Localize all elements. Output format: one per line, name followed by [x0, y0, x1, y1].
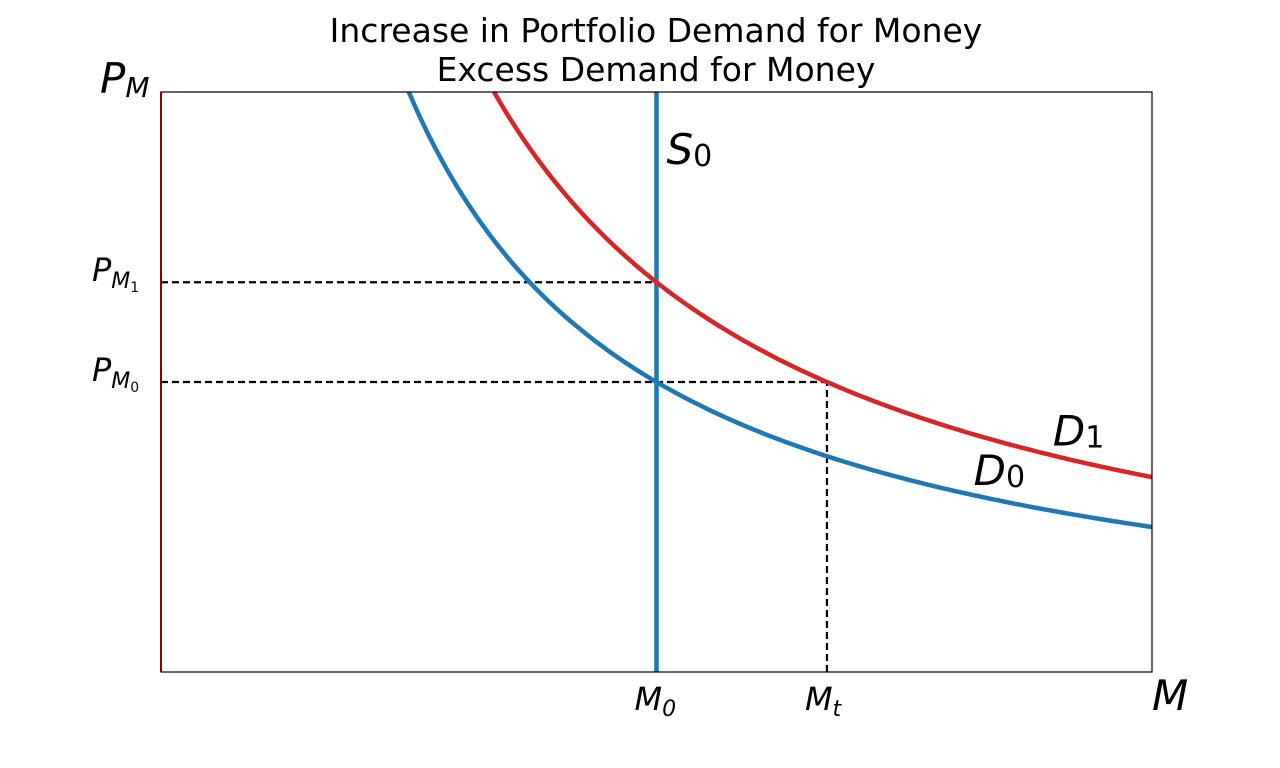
series-d1-curve	[492, 90, 1153, 480]
series-label-d1: D1	[1053, 406, 1104, 455]
chart-title-line-2: Excess Demand for Money	[437, 50, 876, 89]
y-tick-label-pm1: PM1	[92, 251, 139, 296]
x-axis-label: M	[1152, 671, 1188, 720]
chart-labels: S0 D0 D1 M0 Mt PM1 PM0	[92, 125, 1104, 722]
x-tick-label-mt: Mt	[805, 680, 843, 722]
series-label-s0: S0	[667, 125, 713, 174]
series-label-d0: D0	[974, 446, 1025, 495]
x-tick-label-m0: M0	[635, 680, 677, 722]
plot-area	[161, 90, 1153, 672]
y-tick-label-pm0: PM0	[92, 351, 139, 396]
chart-title-line-1: Increase in Portfolio Demand for Money	[330, 11, 983, 50]
y-axis-label: PM	[100, 54, 150, 104]
series-d0-curve	[406, 91, 1153, 530]
